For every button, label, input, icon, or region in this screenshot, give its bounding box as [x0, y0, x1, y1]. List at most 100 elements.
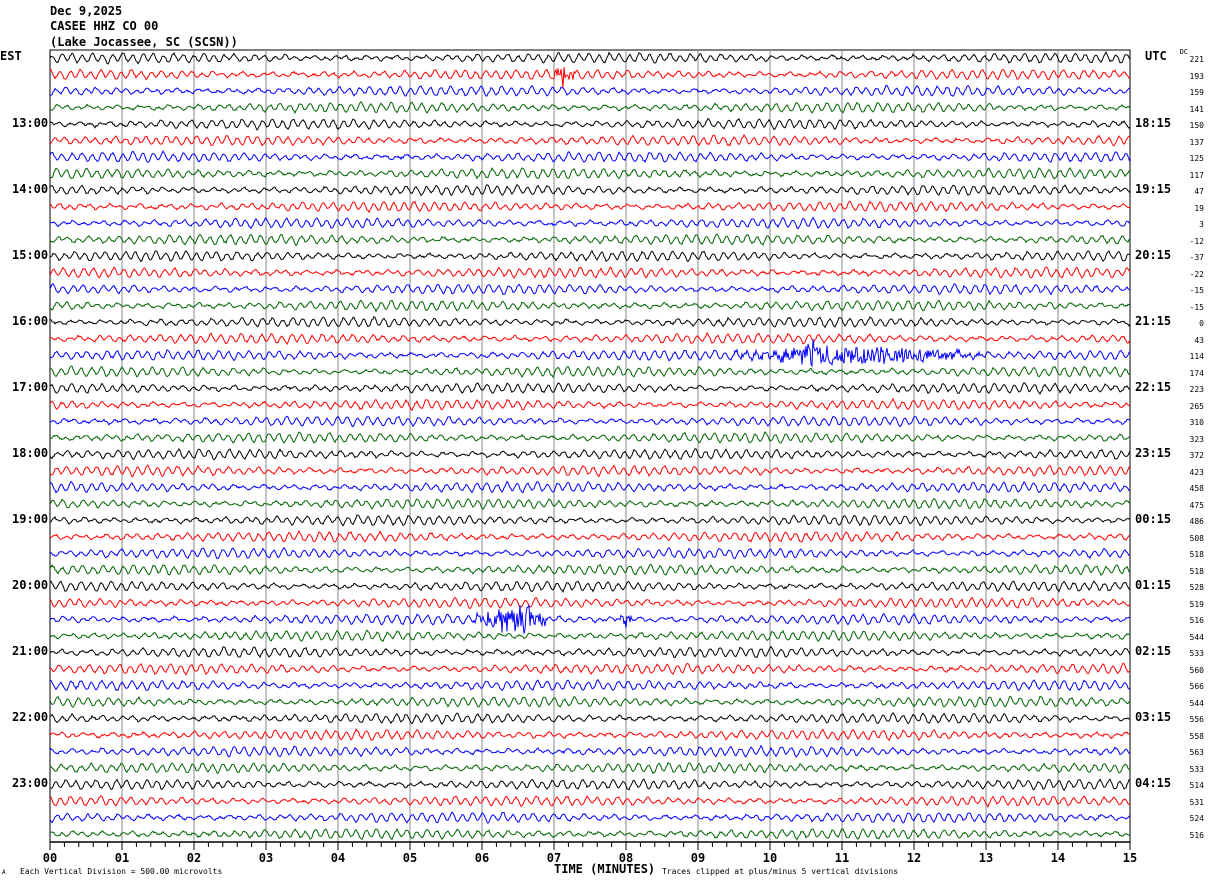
dc-offset: 141	[1189, 104, 1204, 114]
trace-row-35	[49, 629, 1131, 643]
trace-row-40	[49, 711, 1131, 725]
trace-row-38	[49, 678, 1131, 692]
dc-offset: -15	[1189, 286, 1204, 296]
x-tick-label: 07	[547, 851, 561, 865]
utc-time-label: 18:15	[1135, 116, 1172, 131]
utc-time-label: 23:15	[1135, 446, 1172, 461]
dc-offset: 518	[1189, 566, 1204, 576]
dc-offset: 533	[1189, 764, 1204, 774]
dc-offset: 544	[1189, 632, 1204, 642]
est-time-label: 21:00	[12, 644, 49, 659]
date-label: Dec 9,2025	[50, 4, 123, 18]
est-time-label: 19:00	[12, 512, 49, 527]
trace-row-16	[49, 315, 1131, 329]
est-time-label: 18:00	[12, 446, 49, 461]
dc-offset: 125	[1189, 154, 1204, 164]
x-tick-label: 01	[115, 851, 129, 865]
plot-frame	[49, 49, 1131, 843]
trace-row-26	[49, 480, 1131, 494]
trace-row-4	[49, 117, 1131, 131]
dc-offset: 524	[1189, 814, 1204, 824]
dc-label: DC	[1179, 48, 1188, 56]
x-tick-label: 09	[691, 851, 705, 865]
est-time-label: 20:00	[12, 578, 49, 593]
trace-row-11	[49, 233, 1131, 247]
dc-offset: 423	[1189, 467, 1204, 477]
trace-row-6	[49, 150, 1131, 164]
trace-row-8	[49, 183, 1131, 197]
est-time-label: 15:00	[12, 248, 49, 263]
trace-row-46	[49, 811, 1131, 824]
trace-row-47	[50, 827, 1131, 841]
utc-time-label: 00:15	[1135, 512, 1172, 527]
dc-offset: 458	[1189, 484, 1204, 494]
trace-row-18	[49, 339, 1131, 368]
dc-offset: 531	[1189, 797, 1204, 807]
trace-row-7	[49, 167, 1131, 180]
x-tick-label: 13	[979, 851, 993, 865]
dc-offset: -22	[1189, 269, 1204, 279]
x-tick-label: 15	[1123, 851, 1137, 865]
dc-offset: 323	[1189, 434, 1204, 444]
dc-offset: 519	[1189, 599, 1204, 609]
utc-time-label: 03:15	[1135, 710, 1172, 725]
dc-offset: 43	[1194, 335, 1204, 345]
trace-row-31	[49, 563, 1131, 577]
est-time-label: 22:00	[12, 710, 49, 725]
dc-offset: 174	[1189, 368, 1204, 378]
dc-offset: 47	[1194, 187, 1204, 197]
trace-row-19	[50, 365, 1131, 379]
est-time-label: 14:00	[12, 182, 49, 197]
trace-row-20	[49, 382, 1131, 396]
station-label: CASEE HHZ CO 00	[50, 19, 159, 33]
est-label: EST	[0, 49, 22, 63]
x-tick-label: 03	[259, 851, 273, 865]
dc-offset: 563	[1189, 748, 1204, 758]
trace-row-34	[49, 603, 1131, 634]
trace-row-3	[49, 101, 1131, 115]
dc-offset: 560	[1189, 665, 1204, 675]
dc-offset: 518	[1189, 550, 1204, 560]
dc-offset: 137	[1189, 137, 1204, 147]
dc-offset: 528	[1189, 583, 1204, 593]
dc-offset: 117	[1189, 170, 1204, 180]
trace-row-30	[49, 547, 1131, 560]
utc-time-label: 21:15	[1135, 314, 1172, 329]
trace-row-37	[50, 662, 1131, 676]
trace-row-12	[49, 249, 1131, 263]
utc-time-label: 01:15	[1135, 578, 1172, 593]
trace-row-33	[49, 596, 1131, 610]
dc-offset: 372	[1189, 451, 1204, 461]
utc-time-label: 19:15	[1135, 182, 1172, 197]
x-tick-label: 08	[619, 851, 633, 865]
x-tick-label: 02	[187, 851, 201, 865]
dc-offset: 508	[1189, 533, 1204, 543]
dc-offset: 514	[1189, 781, 1204, 791]
utc-label: UTC	[1145, 49, 1167, 63]
dc-offset: 566	[1189, 682, 1204, 692]
trace-row-10	[49, 216, 1131, 230]
dc-offset: 533	[1189, 649, 1204, 659]
dc-offset: -15	[1189, 302, 1204, 312]
dc-offset: 475	[1189, 500, 1204, 510]
dc-offset: 265	[1189, 401, 1204, 411]
trace-row-42	[49, 744, 1131, 758]
dc-offset: 114	[1189, 352, 1204, 362]
dc-offset: 516	[1189, 831, 1204, 840]
trace-row-0	[49, 51, 1131, 65]
dc-offset: 558	[1189, 731, 1204, 741]
dc-offset: 193	[1189, 71, 1204, 81]
x-tick-label: 12	[907, 851, 921, 865]
dc-offset: -37	[1189, 253, 1204, 263]
utc-time-label: 20:15	[1135, 248, 1172, 263]
dc-offset: 19	[1194, 203, 1204, 213]
trace-row-32	[49, 580, 1131, 593]
trace-row-25	[49, 464, 1131, 478]
trace-row-36	[49, 645, 1131, 659]
trace-row-1	[49, 66, 1131, 89]
x-tick-label: 11	[835, 851, 849, 865]
dc-offset: 516	[1189, 616, 1204, 626]
utc-time-label: 22:15	[1135, 380, 1172, 395]
trace-row-9	[49, 200, 1131, 214]
trace-row-15	[49, 299, 1131, 313]
